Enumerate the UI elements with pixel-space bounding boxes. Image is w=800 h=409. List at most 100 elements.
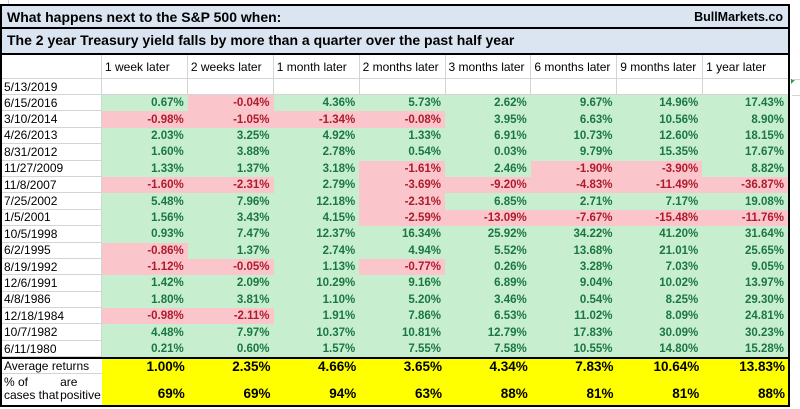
- return-cell: 1.80%: [102, 291, 188, 309]
- corner-cell: [2, 55, 102, 79]
- date-cell: 12/6/1991: [2, 275, 102, 292]
- return-cell: 16.34%: [359, 226, 445, 243]
- date-cell: 6/2/1995: [2, 242, 102, 259]
- return-cell: 10.56%: [616, 111, 703, 128]
- return-cell: 31.64%: [702, 226, 788, 243]
- return-cell: 7.47%: [187, 226, 274, 243]
- sheet-gridline-fragment: [8, 0, 9, 4]
- summary-value-cell: 13.83%: [702, 359, 788, 375]
- return-cell: 0.60%: [187, 340, 274, 358]
- return-cell: 5.52%: [445, 242, 531, 259]
- return-cell: 0.26%: [445, 258, 531, 276]
- table-row: 6/11/1980 0.21% 0.60% 1.57% 7.55% 7.58% 10.55%…: [2, 340, 788, 358]
- date-cell: 4/8/1986: [2, 291, 102, 309]
- return-cell: 4.36%: [273, 95, 360, 112]
- return-cell: 9.05%: [702, 258, 788, 276]
- return-cell: -1.61%: [359, 160, 445, 177]
- return-cell: 2.71%: [530, 193, 617, 210]
- return-cell: 0.54%: [359, 144, 445, 161]
- return-cell: 10.29%: [273, 275, 360, 292]
- summary-value-cell: 88%: [702, 374, 788, 406]
- date-cell: 1/5/2001: [2, 209, 102, 227]
- return-cell: 11.02%: [530, 308, 617, 325]
- return-cell: 2.78%: [273, 144, 360, 161]
- return-cell: -11.76%: [702, 209, 788, 227]
- return-cell: 21.01%: [616, 242, 703, 259]
- return-cell: -4.83%: [530, 176, 617, 194]
- summary-value-cell: 3.65%: [359, 359, 445, 375]
- summary-row: Average returns 1.00% 2.35% 4.66% 3.65% 4.34%…: [2, 357, 788, 375]
- table-row: 6/2/1995 -0.86% 1.37% 2.74% 4.94% 5.52% 13.68%…: [2, 242, 788, 259]
- return-cell: 13.97%: [702, 275, 788, 292]
- table-row: 8/19/1992 -1.12% -0.05% 1.13% -0.77% 0.26% 3.2…: [2, 258, 788, 276]
- return-cell: -9.20%: [445, 176, 531, 194]
- return-cell: 30.09%: [616, 324, 703, 341]
- date-cell: 4/26/2013: [2, 127, 102, 145]
- title-box: What happens next to the S&P 500 when: B…: [0, 4, 790, 55]
- return-cell: 3.46%: [445, 291, 531, 309]
- return-cell: 4.15%: [273, 209, 360, 227]
- return-cell: 2.79%: [273, 176, 360, 194]
- return-cell: 9.16%: [359, 275, 445, 292]
- return-cell: -0.77%: [359, 258, 445, 276]
- return-cell: -3.69%: [359, 176, 445, 194]
- cell-error-triangle-icon: [791, 79, 796, 84]
- return-cell: 2.03%: [102, 127, 188, 145]
- return-cell: -11.49%: [616, 176, 703, 194]
- return-cell: 1.91%: [273, 308, 360, 325]
- return-cell: 4.48%: [102, 324, 188, 341]
- summary-label: Average returns: [2, 359, 102, 375]
- return-cell: 3.95%: [445, 111, 531, 128]
- return-cell: -0.86%: [102, 242, 188, 259]
- return-cell: 3.88%: [187, 144, 274, 161]
- table-row: 12/18/1984 -0.98% -2.11% 1.91% 7.86% 6.53% 11.…: [2, 308, 788, 325]
- summary-value-cell: 81%: [530, 374, 617, 406]
- summary-value-cell: 1.00%: [102, 359, 188, 375]
- return-cell: 1.37%: [187, 242, 274, 259]
- return-cell: 12.60%: [616, 127, 703, 145]
- return-cell: -0.04%: [187, 95, 274, 112]
- return-cell: 9.67%: [530, 95, 617, 112]
- return-cell: -36.87%: [702, 176, 788, 194]
- summary-label: % of cases that are positive: [4, 375, 101, 403]
- return-cell: 9.79%: [530, 144, 617, 161]
- return-cell: 8.90%: [702, 111, 788, 128]
- return-cell: 12.79%: [445, 324, 531, 341]
- return-cell: [273, 79, 360, 95]
- summary-value-cell: 94%: [273, 374, 360, 406]
- return-cell: 10.81%: [359, 324, 445, 341]
- return-cell: 1.57%: [273, 340, 360, 358]
- date-cell: 11/27/2009: [2, 160, 102, 177]
- return-cell: 0.03%: [445, 144, 531, 161]
- return-cell: 8.82%: [702, 160, 788, 177]
- return-cell: [445, 79, 532, 95]
- date-cell: 7/25/2002: [2, 193, 102, 210]
- return-cell: 5.73%: [359, 95, 445, 112]
- return-cell: 8.09%: [616, 308, 703, 325]
- return-cell: 25.65%: [702, 242, 788, 259]
- table-row: 10/5/1998 0.93% 7.47% 12.37% 16.34% 25.92% 34.…: [2, 226, 788, 243]
- date-cell: 10/7/1982: [2, 324, 102, 341]
- date-cell: 6/11/1980: [2, 340, 102, 358]
- return-cell: -7.67%: [530, 209, 617, 227]
- table-row: 10/7/1982 4.48% 7.97% 10.37% 10.81% 12.79% 17.…: [2, 324, 788, 341]
- return-cell: 12.37%: [273, 226, 360, 243]
- table-row: 4/8/1986 1.80% 3.81% 1.10% 5.20% 3.46% 0.54% 8.…: [2, 291, 788, 309]
- table-row: 3/10/2014 -0.98% -1.05% -1.34% -0.08% 3.95% 6.…: [2, 111, 788, 128]
- return-cell: 10.02%: [616, 275, 703, 292]
- return-cell: 4.92%: [273, 127, 360, 145]
- brand-label: BullMarkets.co: [694, 9, 783, 24]
- return-cell: 9.04%: [530, 275, 617, 292]
- date-cell: 6/15/2016: [2, 95, 102, 112]
- summary-value-cell: 81%: [616, 374, 703, 406]
- return-cell: 7.17%: [616, 193, 703, 210]
- summary-value-cell: 4.34%: [445, 359, 531, 375]
- table-row: 8/31/2012 1.60% 3.88% 2.78% 0.54% 0.03% 9.79% 1…: [2, 144, 788, 161]
- column-header: 6 months later: [531, 55, 618, 79]
- table-row: 6/15/2016 0.67% -0.04% 4.36% 5.73% 2.62% 9.67%…: [2, 95, 788, 112]
- return-cell: [703, 79, 788, 95]
- return-cell: 41.20%: [616, 226, 703, 243]
- date-cell: 8/31/2012: [2, 144, 102, 161]
- column-header: 2 months later: [359, 55, 446, 79]
